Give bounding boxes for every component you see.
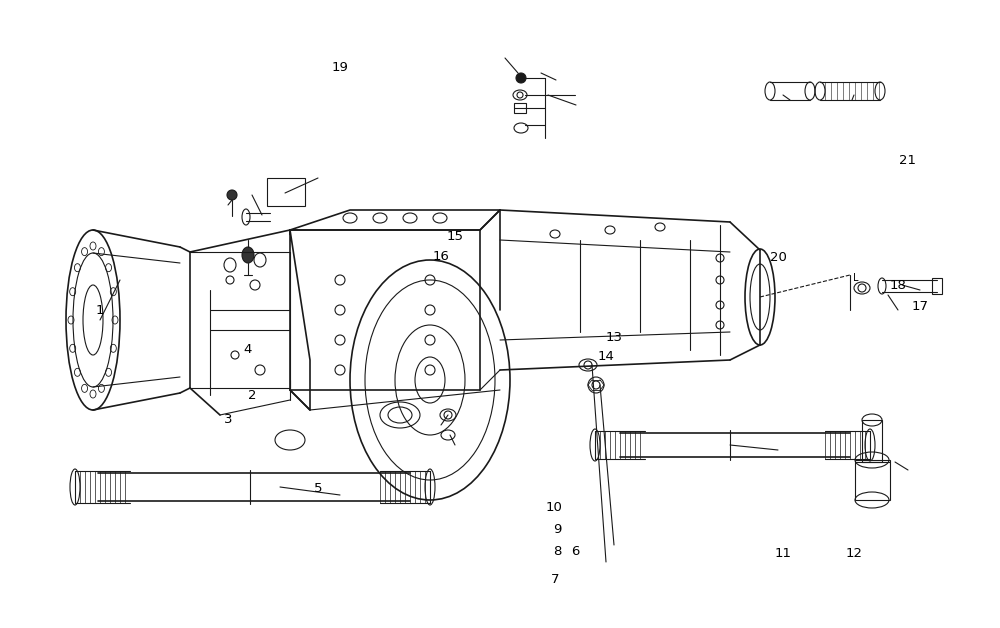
Text: 11: 11 (774, 548, 792, 560)
Bar (932, 278, 942, 294)
Text: 1: 1 (96, 305, 104, 317)
Text: 16: 16 (433, 250, 449, 263)
Text: 14: 14 (598, 350, 614, 363)
Text: 21: 21 (900, 154, 916, 166)
Text: 5: 5 (314, 482, 322, 495)
Text: 18: 18 (890, 279, 906, 292)
Text: 10: 10 (546, 501, 562, 514)
Text: 13: 13 (606, 332, 622, 344)
Ellipse shape (227, 190, 237, 200)
Text: 3: 3 (224, 413, 232, 426)
Text: 17: 17 (912, 300, 928, 313)
Bar (862, 420, 882, 462)
Text: 15: 15 (446, 230, 464, 242)
Text: 4: 4 (244, 344, 252, 356)
Text: 12: 12 (846, 548, 862, 560)
Ellipse shape (516, 73, 526, 83)
Text: 2: 2 (248, 389, 256, 402)
Text: 6: 6 (571, 545, 579, 558)
Text: 20: 20 (770, 251, 786, 264)
Bar (267, 178, 305, 206)
Bar (855, 460, 890, 500)
Text: L: L (853, 273, 859, 283)
Ellipse shape (242, 247, 254, 263)
Text: 8: 8 (553, 545, 561, 558)
Text: 7: 7 (551, 573, 559, 585)
Text: 9: 9 (553, 523, 561, 536)
Text: 19: 19 (332, 62, 348, 74)
Bar (514, 103, 526, 113)
